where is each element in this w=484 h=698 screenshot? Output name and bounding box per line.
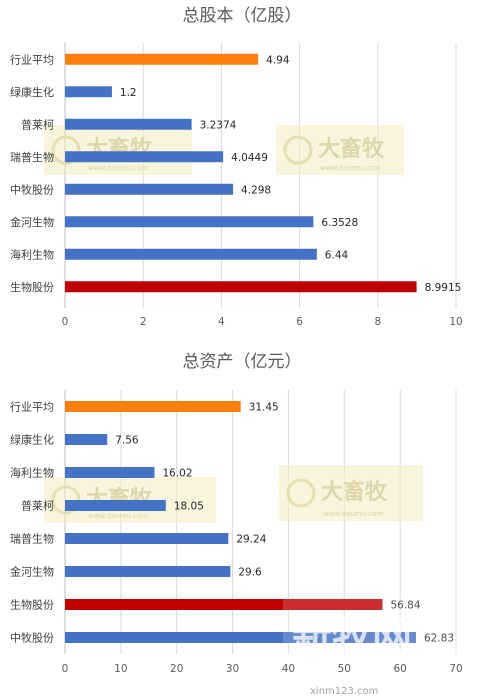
bar (65, 216, 314, 228)
value-label: 18.05 (174, 501, 204, 513)
x-tick-label: 10 (449, 316, 462, 328)
category-label: 海利生物 (10, 466, 54, 480)
bar (65, 53, 259, 65)
bar (65, 183, 234, 195)
watermark-brand-url: www.dxumu.com (320, 164, 380, 172)
site-logo-url: xinm123.com (310, 686, 378, 697)
category-label: 金河生物 (10, 565, 54, 579)
x-tick-label: 0 (62, 316, 69, 328)
bar (65, 566, 231, 577)
category-label: 瑞普生物 (10, 532, 54, 546)
category-label: 中牧股份 (10, 631, 54, 645)
x-tick-label: 60 (393, 663, 406, 675)
value-label: 4.298 (241, 184, 271, 196)
watermark-logo-icon (286, 478, 316, 508)
category-label: 中牧股份 (10, 182, 54, 196)
value-label: 62.83 (424, 633, 454, 645)
bar (65, 500, 166, 511)
watermark-brand-url: www.dxumu.com (88, 512, 148, 520)
bar (65, 151, 224, 163)
category-label: 瑞普生物 (10, 150, 54, 164)
value-label: 7.56 (115, 435, 139, 447)
bar (65, 599, 383, 610)
chart-title: 总股本（亿股） (183, 6, 302, 26)
value-label: 56.84 (390, 600, 420, 612)
x-tick-label: 70 (449, 663, 462, 675)
x-tick-label: 6 (296, 316, 303, 328)
watermark-brand-1: 大畜牧 www.dxumu.com (279, 465, 423, 521)
watermark-brand-1: 大畜牧 www.dxumu.com (276, 125, 404, 175)
bar (65, 86, 112, 98)
category-label: 生物股份 (10, 598, 54, 612)
bar (65, 281, 417, 293)
site-logo-text: 新牧网 (292, 614, 412, 660)
chart-total-shares: 总股本（亿股） 0 2 4 6 8 10 大畜牧 www.dxumu.com 大畜牧 www.dxu… (0, 0, 484, 345)
site-logo-watermark: 新牧网 xinm123.com (283, 598, 481, 697)
x-tick-label: 40 (282, 663, 295, 675)
value-label: 31.45 (249, 402, 279, 414)
bar (65, 632, 416, 643)
x-tick-label: 30 (226, 663, 239, 675)
x-tick-label: 20 (170, 663, 183, 675)
value-label: 1.2 (120, 87, 137, 99)
x-tick-label: 50 (338, 663, 351, 675)
value-label: 4.0449 (231, 152, 268, 164)
bar (65, 248, 317, 260)
watermark-logo-icon (283, 135, 313, 165)
category-label: 行业平均 (10, 53, 54, 66)
value-label: 16.02 (162, 468, 192, 480)
x-tick-label: 4 (218, 316, 225, 328)
category-label: 绿康生化 (10, 85, 54, 99)
bar (65, 467, 155, 478)
category-label: 普莱柯 (21, 117, 54, 131)
value-label: 29.6 (238, 567, 262, 579)
x-tick-label: 8 (374, 316, 381, 328)
watermark-brand-url: www.dxumu.com (88, 164, 148, 172)
value-label: 6.3528 (321, 217, 358, 229)
x-tick-label: 0 (62, 663, 69, 675)
watermark-brand-text: 大畜牧 (321, 479, 388, 505)
bar (65, 118, 192, 130)
category-label: 生物股份 (10, 280, 54, 294)
bar (65, 533, 229, 544)
category-label: 金河生物 (10, 215, 54, 229)
bar (65, 434, 108, 445)
x-tick-label: 2 (140, 316, 147, 328)
chart-title: 总资产（亿元） (183, 352, 302, 372)
chart-total-shares-svg: 总股本（亿股）0 2 4 6 8 10大畜牧www.dxumu.com大畜牧www.dxu… (10, 6, 463, 328)
category-label: 绿康生化 (10, 433, 54, 447)
watermark-logo-icon (51, 135, 81, 165)
value-label: 4.94 (266, 54, 290, 66)
value-label: 3.2374 (200, 119, 237, 131)
category-label: 海利生物 (10, 247, 54, 261)
bar (65, 401, 241, 412)
chart-total-assets: 总资产（亿元） 0 10 20 30 40 50 60 70 大畜牧 www.dxumu.com 大畜… (0, 345, 484, 698)
watermark-brand-text: 大畜牧 (318, 136, 385, 162)
value-label: 6.44 (325, 249, 349, 261)
value-label: 8.9915 (425, 282, 462, 294)
category-label: 行业平均 (10, 401, 54, 414)
watermark-brand-url: www.dxumu.com (323, 510, 383, 518)
category-label: 普莱柯 (21, 499, 54, 513)
chart-total-assets-svg: 总资产（亿元）0 10 20 30 40 50 60 70大畜牧www.dxumu.com大畜… (10, 352, 481, 697)
x-tick-label: 10 (114, 663, 127, 675)
value-label: 29.24 (236, 534, 266, 546)
